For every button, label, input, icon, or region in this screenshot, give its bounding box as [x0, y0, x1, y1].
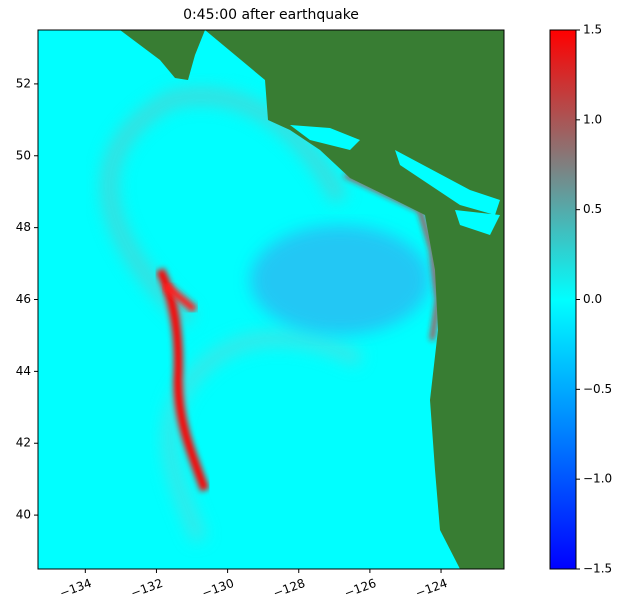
wave-crest: [155, 267, 210, 492]
colorbar-tick-label: 0.0: [583, 292, 602, 306]
x-tick-label: −126: [342, 576, 378, 600]
x-tick-label: −128: [271, 576, 307, 600]
land: [120, 30, 205, 80]
trough: [250, 225, 430, 335]
colorbar-tick-label: −0.5: [583, 382, 612, 396]
y-tick-label: 42: [16, 436, 31, 450]
colorbar-tick-label: −1.5: [583, 562, 612, 576]
y-tick-label: 40: [16, 508, 31, 522]
inland-water: [290, 125, 500, 235]
x-tick-label: −132: [129, 576, 165, 600]
x-tick-label: −124: [413, 576, 449, 600]
y-tick-label: 48: [16, 220, 31, 234]
y-tick-label: 50: [16, 148, 31, 162]
land: [205, 30, 504, 569]
wave-field: [38, 30, 504, 569]
colorbar: [549, 29, 577, 570]
colorbar-tick-label: −1.0: [583, 472, 612, 486]
y-tick-label: 46: [16, 292, 31, 306]
y-tick-label: 44: [16, 364, 31, 378]
colorbar-tick-label: 1.5: [583, 23, 602, 37]
x-tick-label: −134: [58, 576, 94, 600]
colorbar-tick-label: 0.5: [583, 202, 602, 216]
y-tick-label: 52: [16, 76, 31, 90]
chart-title: 0:45:00 after earthquake: [183, 7, 359, 23]
wave-crest: [162, 281, 198, 314]
wave-front: [100, 87, 349, 327]
colorbar-tick-label: 1.0: [583, 112, 602, 126]
x-tick-label: −130: [200, 576, 236, 600]
wave-front: [161, 330, 364, 544]
